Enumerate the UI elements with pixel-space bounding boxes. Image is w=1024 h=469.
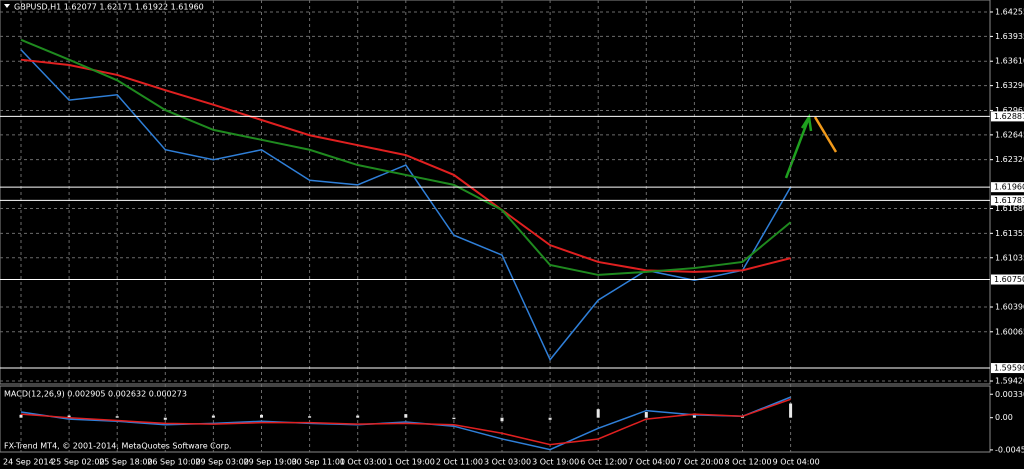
histogram-bar xyxy=(67,415,71,418)
macd-title: MACD(12,26,9) 0.002905 0.002632 0.000273 xyxy=(4,390,187,399)
y-tick-label: 1.60390 xyxy=(995,302,1024,311)
y-tick-label: 1.63935 xyxy=(995,32,1024,41)
x-tick-label: 3 Oct 03:00 xyxy=(484,458,531,467)
y-tick-label: 1.61355 xyxy=(995,229,1024,238)
y-tick-label: 1.63290 xyxy=(995,81,1024,90)
histogram-bar xyxy=(260,414,263,418)
x-tick-label: 7 Oct 04:00 xyxy=(628,458,675,467)
y-tick-label: 1.61680 xyxy=(995,204,1024,213)
footer: FX-Trend MT4, © 2001-2014, MetaQuotes So… xyxy=(4,442,232,451)
x-tick-label: 2 Oct 11:00 xyxy=(436,458,483,467)
y-tick-label: -0.004546 xyxy=(995,445,1024,454)
x-tick-label: 29 Sep 19:00 xyxy=(244,458,297,467)
level-label-box xyxy=(991,274,1024,285)
x-tick-label: 26 Sep 10:00 xyxy=(147,458,200,467)
y-tick-label: 1.64255 xyxy=(995,7,1024,16)
macd-panel xyxy=(0,385,991,453)
level-label: 1.60750 xyxy=(994,275,1024,284)
x-tick-label: 3 Oct 19:00 xyxy=(532,458,579,467)
y-tick-label: 0.00 xyxy=(995,413,1013,422)
x-tick-label: 24 Sep 2014 xyxy=(3,458,54,467)
histogram-bar xyxy=(163,417,167,420)
level-label: 1.59590 xyxy=(994,364,1024,373)
histogram-bar xyxy=(500,417,504,422)
y-tick-label: 1.62965 xyxy=(995,106,1024,115)
level-label: 1.62887 xyxy=(994,112,1024,121)
x-tick-label: 25 Sep 02:00 xyxy=(51,458,104,467)
chart-title: GBPUSD,H1 1.62077 1.62171 1.61922 1.6196… xyxy=(14,3,204,12)
y-tick-label: 1.60065 xyxy=(995,327,1024,336)
histogram-bar xyxy=(211,415,215,418)
up-arrow xyxy=(784,119,810,179)
x-tick-label: 1 Oct 19:00 xyxy=(388,458,435,467)
x-tick-label: 29 Sep 03:00 xyxy=(195,458,248,467)
macd-line xyxy=(20,398,791,446)
x-tick-label: 6 Oct 12:00 xyxy=(580,458,627,467)
level-label-box xyxy=(991,363,1024,374)
x-tick-label: 7 Oct 20:00 xyxy=(676,458,723,467)
histogram-bar xyxy=(404,414,408,418)
histogram-bar xyxy=(789,403,793,418)
level-label-box xyxy=(991,111,1024,122)
histogram-bar xyxy=(356,415,360,418)
histogram-bar xyxy=(596,409,600,418)
y-tick-label: 1.61035 xyxy=(995,253,1024,262)
histogram-bar xyxy=(548,417,552,420)
y-tick-label: 1.59420 xyxy=(995,377,1024,386)
x-tick-label: 30 Sep 11:00 xyxy=(292,458,345,467)
histogram-bar xyxy=(308,416,312,418)
main-panel xyxy=(0,0,991,385)
level-label: 1.61787 xyxy=(994,196,1024,205)
down-arrow xyxy=(813,116,838,153)
macd-line xyxy=(20,396,791,451)
level-label-box xyxy=(991,182,1024,193)
y-tick-label: 1.63610 xyxy=(995,57,1024,66)
y-tick-label: 0.003306 xyxy=(995,390,1024,399)
x-tick-label: 8 Oct 12:00 xyxy=(725,458,772,467)
y-tick-label: 1.62645 xyxy=(995,130,1024,139)
x-tick-label: 9 Oct 04:00 xyxy=(773,458,820,467)
up-arrow-head xyxy=(800,113,813,132)
level-label-box xyxy=(991,195,1024,206)
x-tick-label: 25 Sep 18:00 xyxy=(99,458,152,467)
histogram-bar xyxy=(644,412,648,418)
price-line xyxy=(20,38,792,276)
menu-arrow xyxy=(4,4,10,8)
x-tick-label: 1 Oct 03:00 xyxy=(340,458,387,467)
histogram-bar xyxy=(452,417,456,420)
level-label: 1.61960 xyxy=(994,183,1024,192)
histogram-bar xyxy=(19,414,23,418)
price-line xyxy=(20,49,792,362)
histogram-bar xyxy=(115,416,119,418)
y-tick-label: 1.62320 xyxy=(995,155,1024,164)
